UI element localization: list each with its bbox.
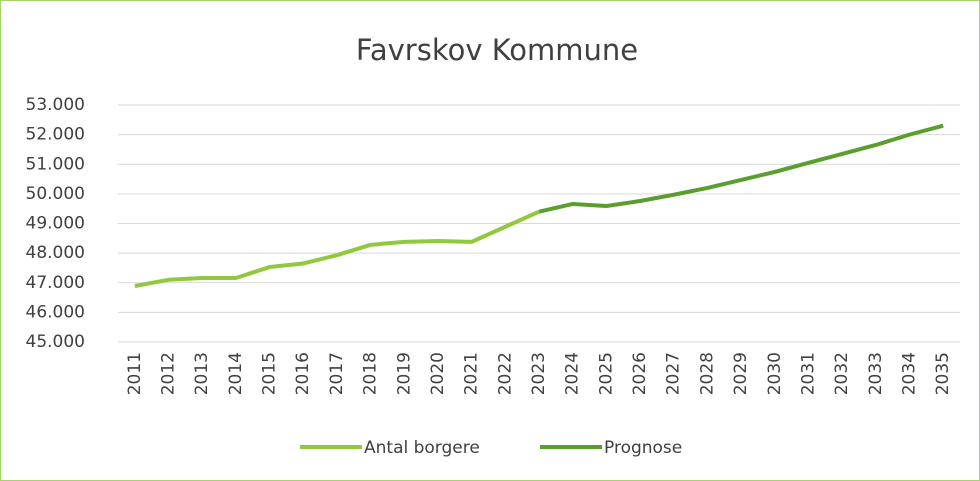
x-tick-label: 2016 — [293, 352, 313, 395]
x-tick-label: 2015 — [260, 352, 280, 395]
x-tick-label: 2030 — [765, 352, 785, 395]
y-tick-label: 46.000 — [26, 302, 85, 322]
y-tick-label: 45.000 — [26, 332, 85, 352]
x-tick-label: 2020 — [428, 352, 448, 395]
y-tick-label: 53.000 — [26, 95, 85, 115]
x-tick-label: 2017 — [327, 352, 347, 395]
x-tick-label: 2033 — [866, 352, 886, 395]
x-tick-label: 2028 — [697, 352, 717, 395]
x-tick-label: 2012 — [159, 352, 179, 395]
x-tick-label: 2014 — [226, 352, 246, 395]
y-tick-label: 48.000 — [26, 243, 85, 263]
x-tick-label: 2019 — [394, 352, 414, 395]
x-tick-label: 2027 — [664, 352, 684, 395]
x-tick-label: 2029 — [731, 352, 751, 395]
series-line — [134, 209, 540, 288]
x-tick-label: 2035 — [933, 352, 953, 395]
x-tick-label: 2018 — [361, 352, 381, 395]
x-tick-label: 2031 — [798, 352, 818, 395]
x-tick-label: 2022 — [495, 352, 515, 395]
y-tick-label: 49.000 — [26, 214, 85, 234]
x-tick-label: 2023 — [529, 352, 549, 395]
x-tick-label: 2024 — [563, 352, 583, 395]
chart-title: Favrskov Kommune — [356, 33, 638, 67]
x-tick-label: 2021 — [462, 352, 482, 395]
legend-label: Prognose — [604, 438, 682, 458]
legend-label: Antal borgere — [364, 438, 480, 458]
x-tick-label: 2011 — [125, 352, 145, 395]
x-tick-label: 2013 — [192, 352, 212, 395]
y-tick-label: 50.000 — [26, 184, 85, 204]
y-tick-label: 51.000 — [26, 154, 85, 174]
series-line — [538, 123, 944, 214]
y-tick-label: 52.000 — [26, 125, 85, 145]
y-tick-label: 47.000 — [26, 273, 85, 293]
x-tick-label: 2032 — [832, 352, 852, 395]
x-tick-label: 2025 — [596, 352, 616, 395]
x-tick-label: 2026 — [630, 352, 650, 395]
x-tick-label: 2034 — [899, 352, 919, 395]
